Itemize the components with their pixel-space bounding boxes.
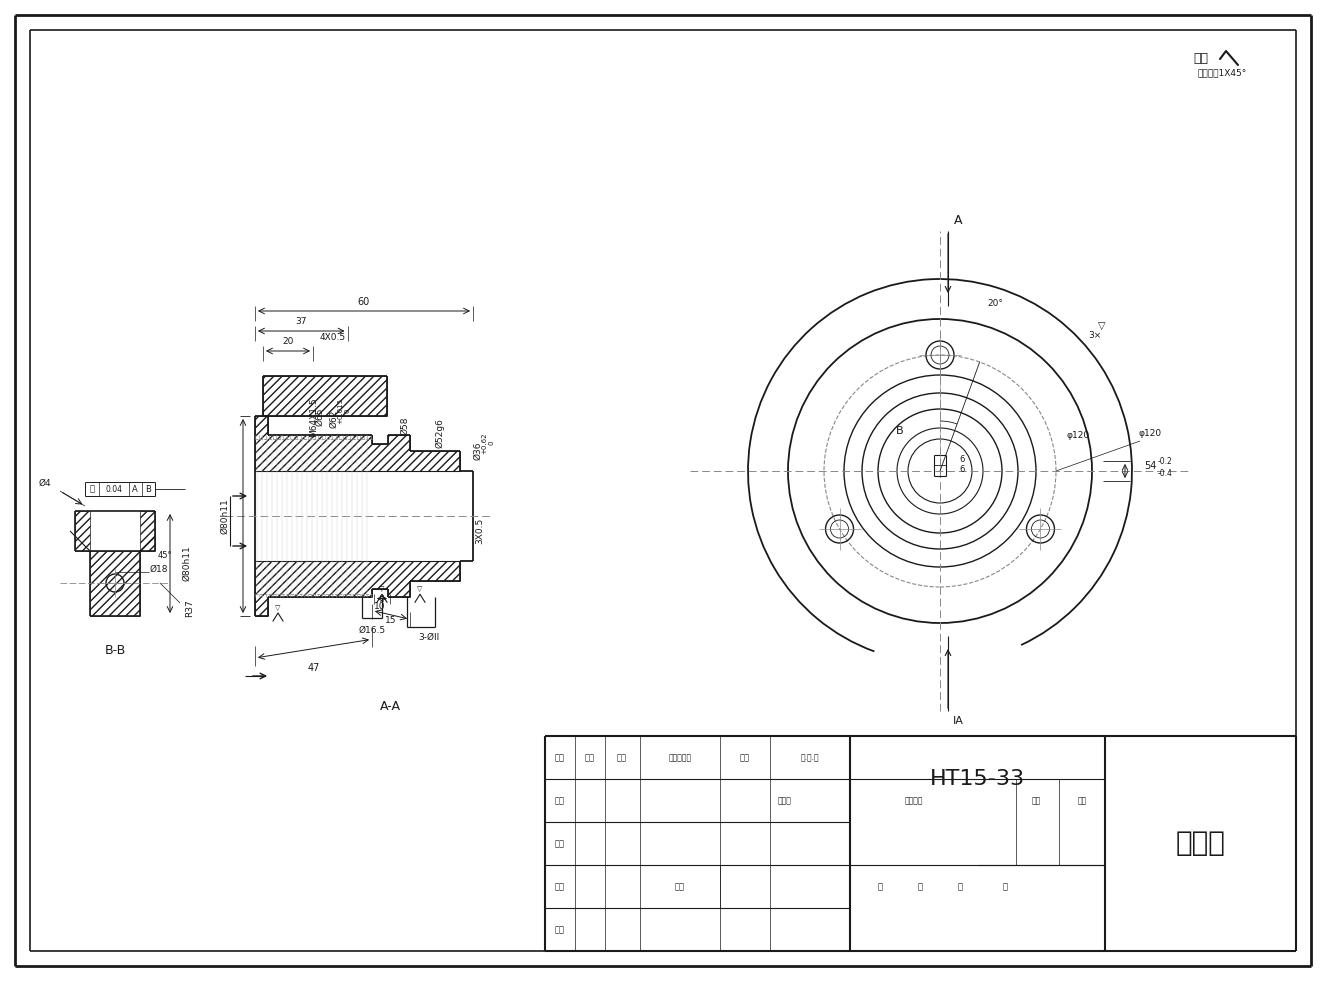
Text: B: B [145,485,151,493]
Text: 37: 37 [296,318,308,327]
Text: 54: 54 [1144,461,1156,471]
Text: 张: 张 [1002,882,1008,891]
Text: A-A: A-A [379,699,400,712]
Text: 标准化: 标准化 [778,796,792,805]
Text: Ø58: Ø58 [400,416,410,435]
Text: 其余: 其余 [1193,51,1208,65]
Text: 设计: 设计 [556,796,565,805]
Text: 4X0.5: 4X0.5 [320,334,346,342]
Text: φ120: φ120 [1139,429,1162,438]
Text: 47: 47 [308,663,320,673]
Text: ▽: ▽ [379,587,385,593]
Text: 批准: 批准 [675,882,686,891]
Text: 张: 张 [918,882,923,891]
Text: 审核: 审核 [556,839,565,848]
Text: IA: IA [952,716,964,726]
Text: 第: 第 [957,882,963,891]
Text: 工艺: 工艺 [556,925,565,934]
Text: 0.04: 0.04 [106,485,122,493]
Text: 15: 15 [386,616,396,625]
Text: A: A [133,485,138,493]
Text: B: B [896,426,904,436]
Text: HT15-33: HT15-33 [930,769,1025,789]
Text: 标记: 标记 [556,753,565,762]
Text: B-B: B-B [105,645,126,657]
Text: ⌯: ⌯ [89,485,94,493]
Text: M64X1.5: M64X1.5 [309,397,318,437]
Text: 共: 共 [878,882,883,891]
Text: Ø65: Ø65 [316,407,325,426]
Text: Ø36: Ø36 [473,441,483,460]
Text: 阶段标记: 阶段标记 [904,796,923,805]
Text: 20°: 20° [987,298,1002,307]
Text: -0.4: -0.4 [1158,469,1172,478]
Text: 20: 20 [282,337,293,346]
Text: 45°: 45° [158,551,172,560]
Text: 工艺: 工艺 [556,882,565,891]
Text: Ø52g6: Ø52g6 [435,418,444,448]
Text: 10: 10 [374,602,386,611]
Text: 6: 6 [959,454,965,463]
Text: ▽: ▽ [1098,321,1106,331]
Text: 3×: 3× [1089,332,1102,340]
Text: 60: 60 [358,297,370,307]
Text: R37: R37 [186,599,195,617]
Text: Ø16.5: Ø16.5 [358,625,386,635]
Text: Ø80h11: Ø80h11 [183,545,191,582]
Text: 6: 6 [959,464,965,474]
Text: -0.2: -0.2 [1158,456,1172,466]
Text: φ120: φ120 [1066,432,1090,440]
Text: A: A [953,215,963,228]
Text: ▽: ▽ [418,587,423,593]
Text: Ø18: Ø18 [150,564,168,574]
Text: 更改文件号: 更改文件号 [668,753,692,762]
Text: 未注倒角1X45°: 未注倒角1X45° [1197,69,1246,77]
Text: 3X0.5: 3X0.5 [476,518,484,544]
Text: 处数: 处数 [585,753,595,762]
Text: 重量: 重量 [1032,796,1041,805]
Text: +0.015
0: +0.015 0 [337,397,350,424]
Text: +0.62
0: +0.62 0 [481,433,495,454]
Text: 年.月.日: 年.月.日 [801,753,819,762]
Text: 3-Øll: 3-Øll [418,633,439,642]
Text: 分区: 分区 [617,753,627,762]
Text: Ø62: Ø62 [329,409,338,428]
Text: Ø4: Ø4 [38,479,52,488]
Text: 法兰盘: 法兰盘 [1176,830,1225,857]
Text: ▽: ▽ [276,605,281,611]
Text: 比例: 比例 [1078,796,1087,805]
Text: 签名: 签名 [740,753,751,762]
Text: Ø80h11: Ø80h11 [220,498,229,534]
